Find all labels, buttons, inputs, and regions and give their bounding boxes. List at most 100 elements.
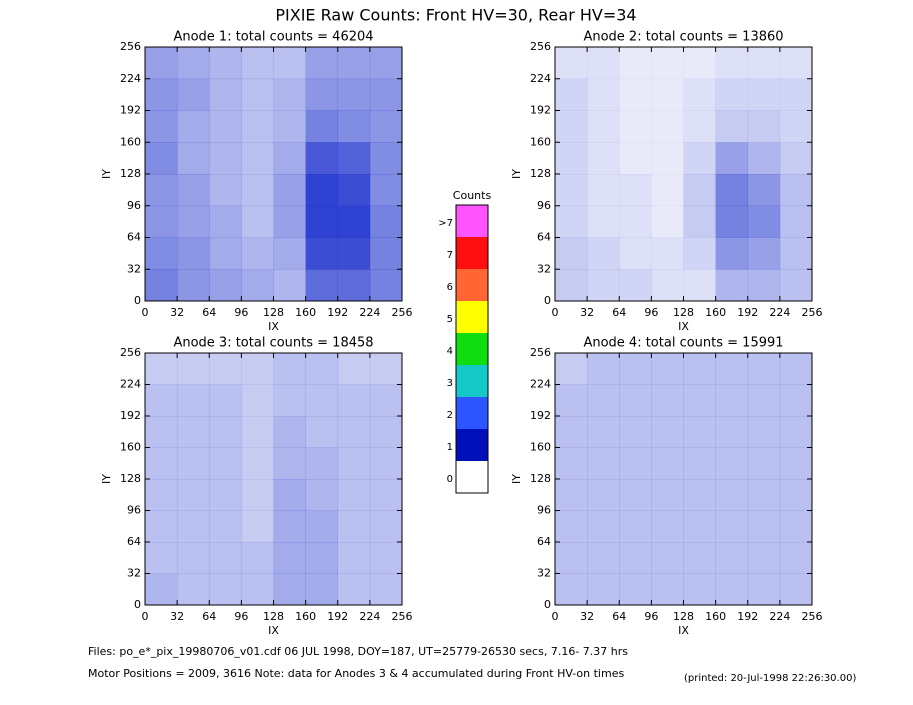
density-cell: [651, 510, 684, 543]
density-cell: [369, 269, 403, 302]
x-tick-label: 160: [705, 306, 726, 319]
density-cell: [715, 510, 749, 543]
colorbar-title: Counts: [453, 189, 492, 202]
density-cell: [683, 142, 716, 175]
density-cell: [209, 353, 242, 385]
y-tick-label: 32: [537, 567, 551, 580]
density-cell: [273, 384, 306, 417]
density-cell: [555, 142, 588, 175]
density-cell: [715, 205, 749, 238]
y-tick-label: 160: [530, 135, 551, 148]
density-cell: [715, 269, 749, 302]
density-cell: [241, 416, 274, 448]
density-cell: [619, 205, 652, 238]
density-cell: [587, 542, 620, 574]
x-tick-label: 0: [142, 306, 149, 319]
density-cell: [337, 510, 371, 543]
y-tick-label: 256: [530, 40, 551, 53]
density-cell: [555, 237, 588, 270]
x-tick-label: 224: [769, 610, 790, 623]
density-cell: [145, 573, 178, 606]
density-cell: [209, 447, 242, 480]
y-axis-label: IY: [100, 474, 113, 484]
density-cell: [305, 205, 339, 238]
density-cell: [779, 573, 813, 606]
density-cell: [337, 110, 371, 143]
x-tick-label: 192: [327, 610, 348, 623]
density-cell: [241, 205, 274, 238]
y-tick-label: 0: [134, 294, 141, 307]
density-cell: [779, 47, 813, 80]
density-cell: [337, 353, 371, 385]
density-cell: [747, 416, 781, 448]
x-axis-label: IX: [678, 624, 689, 637]
y-tick-label: 192: [120, 104, 141, 117]
density-cell: [241, 384, 274, 417]
density-cell: [177, 205, 210, 238]
density-cell: [209, 237, 242, 270]
density-cell: [779, 142, 813, 175]
density-cell: [273, 205, 306, 238]
density-cell: [369, 110, 403, 143]
density-cell: [305, 269, 339, 302]
y-tick-label: 128: [120, 472, 141, 485]
x-tick-label: 256: [392, 610, 413, 623]
density-cell: [369, 174, 403, 207]
density-cell: [747, 573, 781, 606]
density-cell: [619, 353, 652, 385]
density-cell: [555, 353, 588, 385]
density-cell: [747, 174, 781, 207]
density-cell: [683, 447, 716, 480]
density-cell: [683, 510, 716, 543]
colorbar-frame: [455, 204, 489, 494]
density-cell: [779, 269, 813, 302]
density-cell: [209, 384, 242, 417]
x-tick-label: 128: [673, 306, 694, 319]
density-cell: [587, 416, 620, 448]
density-cell: [273, 479, 306, 511]
density-cell: [619, 237, 652, 270]
density-cell: [209, 142, 242, 175]
density-cell: [145, 142, 178, 175]
density-cell: [587, 110, 620, 143]
density-cell: [145, 510, 178, 543]
density-cell: [715, 47, 749, 80]
density-cell: [779, 353, 813, 385]
density-cell: [683, 479, 716, 511]
y-tick-label: 0: [544, 598, 551, 611]
density-cell: [555, 78, 588, 111]
density-cell: [619, 447, 652, 480]
colorbar-swatch: [456, 237, 488, 269]
density-cell: [241, 353, 274, 385]
density-cell: [619, 479, 652, 511]
footer-motor: Motor Positions = 2009, 3616 Note: data …: [88, 667, 624, 680]
density-cell: [779, 416, 813, 448]
density-cell: [555, 542, 588, 574]
density-cell: [747, 510, 781, 543]
density-cell: [747, 542, 781, 574]
colorbar-label: 3: [447, 378, 453, 389]
density-cell: [555, 479, 588, 511]
density-cell: [683, 110, 716, 143]
y-tick-label: 224: [120, 72, 141, 85]
density-cell: [369, 205, 403, 238]
x-tick-label: 96: [234, 610, 248, 623]
density-cell: [555, 174, 588, 207]
colorbar-label: 1: [447, 442, 453, 453]
x-tick-label: 128: [673, 610, 694, 623]
y-tick-label: 192: [530, 104, 551, 117]
density-cell: [305, 110, 339, 143]
x-tick-label: 224: [769, 306, 790, 319]
density-cell: [241, 510, 274, 543]
density-cell: [651, 142, 684, 175]
x-tick-label: 64: [612, 610, 626, 623]
density-cell: [337, 237, 371, 270]
density-cell: [369, 78, 403, 111]
density-cell: [241, 142, 274, 175]
density-cell: [305, 47, 339, 80]
density-cell: [273, 237, 306, 270]
density-cell: [305, 237, 339, 270]
x-axis-label: IX: [678, 320, 689, 333]
panel-title: Anode 2: total counts = 13860: [583, 30, 783, 45]
y-tick-label: 96: [127, 199, 141, 212]
